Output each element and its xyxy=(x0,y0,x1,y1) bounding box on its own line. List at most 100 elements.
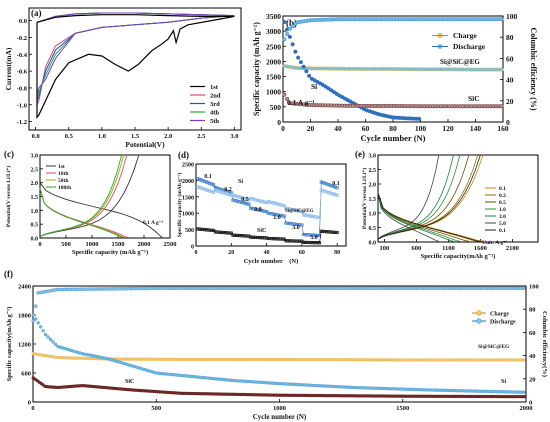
e-charge-0.1 xyxy=(377,154,484,240)
b-point-Si xyxy=(326,86,331,91)
a-xtick-label: 0.5 xyxy=(65,133,74,140)
b-point-Si xyxy=(304,69,309,74)
f-ytick-label: 0 xyxy=(28,400,31,407)
b-ytick-label: 2000 xyxy=(266,57,281,66)
c-legend-label: 100th xyxy=(58,185,71,191)
f-point-Si xyxy=(46,335,50,339)
c-ytick-label: 1.0 xyxy=(31,209,39,215)
c-discharge-10th xyxy=(39,188,129,239)
b-annot-sic: SiC xyxy=(468,94,480,103)
f-y2tick-label: 80 xyxy=(529,307,536,314)
a-ytick-label: -0.6 xyxy=(17,69,28,76)
b-point-Si xyxy=(290,42,295,47)
b-ytick-label: 2500 xyxy=(266,42,281,51)
d-xtick-label: 40 xyxy=(264,250,270,256)
f-ytick-label: 600 xyxy=(21,371,31,378)
b-xtick-label: 40 xyxy=(334,124,342,133)
panel-e-label: (e) xyxy=(355,149,365,159)
e-ytick-label: 0.0 xyxy=(369,241,377,247)
d-annot-si: Si xyxy=(238,179,243,185)
f-ylabel: Specific capacity(mAh g⁻¹) xyxy=(6,307,13,382)
e-ytick-label: 1.0 xyxy=(369,212,377,218)
panel-a-label: (a) xyxy=(31,8,42,18)
e-charge-0.5 xyxy=(377,154,470,240)
b-ytick-label: 1500 xyxy=(266,73,281,82)
b-y2tick-label: 100 xyxy=(506,12,518,21)
a-series-5th xyxy=(36,12,235,95)
b-y2tick-label: 60 xyxy=(506,54,514,63)
d-xtick-label: 80 xyxy=(334,250,340,256)
b-annot-si: Si xyxy=(311,82,317,91)
e-legend-label: 0.5 xyxy=(499,200,506,206)
b-xtick-label: 0 xyxy=(281,124,285,133)
b-point-Si xyxy=(287,34,292,39)
d-rate-label: 0.8 xyxy=(254,207,262,213)
d-line-SiC xyxy=(197,228,338,243)
a-ytick-label: -0.4 xyxy=(17,52,28,59)
c-ytick-label: 1.5 xyxy=(31,195,39,201)
b-point-Si xyxy=(301,64,306,69)
b-annot-si-sic-eg: Si@SiC@EG xyxy=(440,58,480,66)
b-ce-point xyxy=(290,24,295,29)
f-legend-discharge: Discharge xyxy=(490,320,516,326)
f-point-Si xyxy=(522,390,526,394)
a-series-2nd xyxy=(36,12,235,106)
c-xtick-label: 2000 xyxy=(138,241,151,248)
b-ytick-label: 0 xyxy=(277,118,281,127)
a-series-1st xyxy=(36,14,235,120)
b-y2tick-label: 0 xyxy=(506,118,510,127)
c-discharge-100th xyxy=(39,188,124,239)
c-ytick-label: 2.5 xyxy=(31,167,39,173)
a-ylabel: Current(mA) xyxy=(4,47,13,90)
b-ytick-label: 500 xyxy=(270,103,282,112)
f-legend-marker xyxy=(476,310,482,316)
c-legend-label: 50th xyxy=(58,178,68,184)
e-charge-5.0 xyxy=(377,154,440,240)
d-ytick-label: 2000 xyxy=(182,179,194,185)
f-xlabel: Cycle number (N) xyxy=(253,413,307,421)
f-point-Si xyxy=(41,329,45,333)
b-point-SiC xyxy=(282,92,287,97)
d-line-Si@SiC@EG xyxy=(197,186,338,218)
f-ce-point xyxy=(31,319,35,323)
f-legend-marker xyxy=(476,318,482,324)
b-ce-point xyxy=(287,26,292,31)
e-ytick-label: 3.0 xyxy=(369,154,377,160)
c-xlabel: Specific capacity (mAh g⁻¹) xyxy=(72,249,148,256)
c-legend-label: 1st xyxy=(58,164,65,170)
b-xtick-label: 160 xyxy=(497,124,509,133)
b-point-Si xyxy=(293,49,298,54)
a-legend-label: 2nd xyxy=(210,93,221,100)
a-ytick-label: -0.2 xyxy=(17,35,27,42)
f-point-Si@SiC@EG xyxy=(522,358,526,362)
d-annot-si-sic-eg: Si@SiC@EG xyxy=(285,209,314,214)
e-legend-label: 5.0 xyxy=(499,221,506,227)
a-xtick-label: 1.0 xyxy=(98,133,106,140)
f-point-Si xyxy=(43,332,48,337)
e-legend-label: 0.1 xyxy=(499,186,506,192)
d-ytick-label: 2500 xyxy=(182,163,194,169)
panel-d-frame xyxy=(195,163,347,247)
panel-b-label: (b) xyxy=(286,18,297,28)
d-ytick-label: 1500 xyxy=(182,195,194,201)
f-y2tick-label: 100 xyxy=(529,284,539,291)
d-rate-label: 5.0 xyxy=(310,235,318,241)
panel-d-label: (d) xyxy=(178,150,189,160)
f-annot-si-sic-eg: Si@SiC@EG xyxy=(478,344,510,350)
b-ce-point xyxy=(499,17,504,22)
a-ytick-label: -0.8 xyxy=(17,85,28,92)
f-y2tick-label: 40 xyxy=(529,353,536,360)
a-legend-label: 3rd xyxy=(210,101,220,108)
a-xtick-label: 1.5 xyxy=(131,133,140,140)
c-ylabel: Potential(V versus Li/Li⁺) xyxy=(5,166,12,227)
e-ylabel: Potential(V versus Li/Li⁺) xyxy=(361,168,368,229)
a-ytick-label: -1.2 xyxy=(17,119,27,126)
b-point-Si xyxy=(296,55,301,60)
e-xtick-label: 100 xyxy=(380,245,390,252)
f-annot-si: Si xyxy=(501,379,506,385)
f-point-SiC xyxy=(522,395,526,399)
d-rate-label: 0.5 xyxy=(241,197,249,203)
f-xtick-label: 500 xyxy=(151,405,161,412)
c-annot-rate: 0.1 A g⁻¹ xyxy=(143,220,164,226)
